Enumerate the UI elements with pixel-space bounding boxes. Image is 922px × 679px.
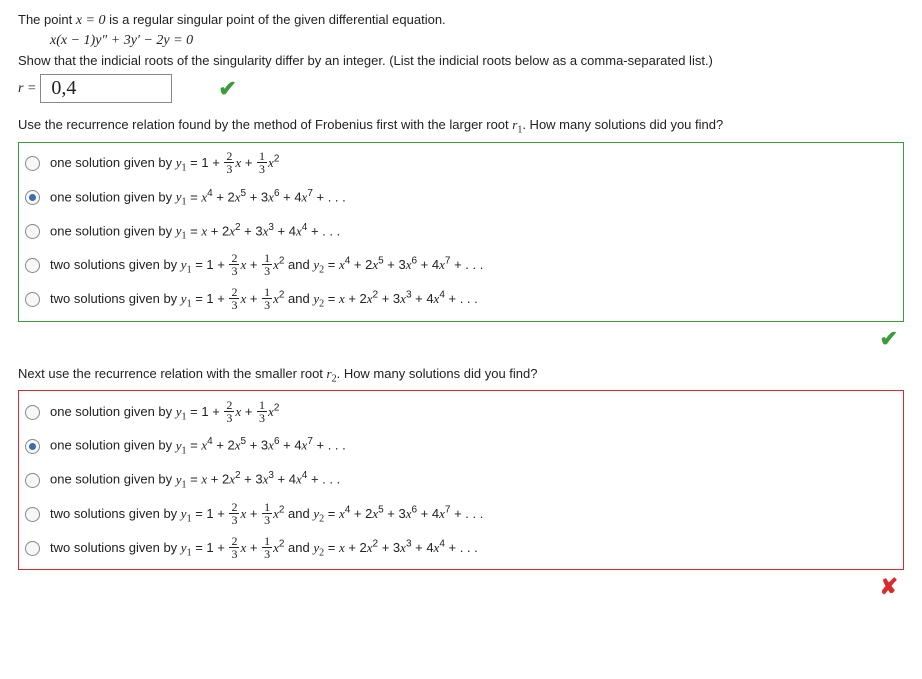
radio-button[interactable] [25,292,40,307]
check-icon: ✔ [218,76,236,102]
indicial-instruction: Show that the indicial roots of the sing… [18,53,904,68]
q1-prompt: Use the recurrence relation found by the… [18,117,904,136]
q1-option[interactable]: two solutions given by y1 = 1 + 23x + 13… [25,249,897,283]
problem-statement-line1: The point x = 0 is a regular singular po… [18,12,904,29]
radio-button[interactable] [25,258,40,273]
radio-button[interactable] [25,541,40,556]
q1-option[interactable]: one solution given by y1 = 1 + 23x + 13x… [25,147,897,181]
text: is a regular singular point of the given… [109,12,446,27]
option-text: one solution given by y1 = x4 + 2x5 + 3x… [50,436,346,456]
q2-prompt: Next use the recurrence relation with th… [18,366,904,385]
math-x-eq-0: x = 0 [76,13,106,28]
option-text: one solution given by y1 = x + 2x2 + 3x3… [50,470,340,490]
q1-result: ✔ [18,326,904,352]
option-text: one solution given by y1 = x4 + 2x5 + 3x… [50,188,346,208]
r-equals-label: r = [18,81,36,97]
radio-button[interactable] [25,190,40,205]
ode-equation: x(x − 1)y″ + 3y′ − 2y = 0 [50,33,904,49]
radio-button[interactable] [25,156,40,171]
radio-button[interactable] [25,507,40,522]
radio-button[interactable] [25,473,40,488]
q2-option[interactable]: two solutions given by y1 = 1 + 23x + 13… [25,531,897,565]
option-text: two solutions given by y1 = 1 + 23x + 13… [50,502,483,527]
q2-option[interactable]: one solution given by y1 = x + 2x2 + 3x3… [25,463,897,497]
radio-button[interactable] [25,439,40,454]
q1-option[interactable]: one solution given by y1 = x4 + 2x5 + 3x… [25,181,897,215]
q2-option-group: one solution given by y1 = 1 + 23x + 13x… [18,390,904,570]
option-text: two solutions given by y1 = 1 + 23x + 13… [50,253,483,278]
q1-option[interactable]: two solutions given by y1 = 1 + 23x + 13… [25,283,897,317]
option-text: one solution given by y1 = 1 + 23x + 13x… [50,151,279,176]
q2-result: ✘ [18,574,904,600]
cross-icon: ✘ [880,574,898,599]
check-icon: ✔ [880,326,898,351]
indicial-answer-row: r = 0,4 ✔ [18,74,904,103]
option-text: one solution given by y1 = 1 + 23x + 13x… [50,400,279,425]
radio-button[interactable] [25,224,40,239]
q2-option[interactable]: one solution given by y1 = 1 + 23x + 13x… [25,395,897,429]
q2-option[interactable]: two solutions given by y1 = 1 + 23x + 13… [25,497,897,531]
option-text: one solution given by y1 = x + 2x2 + 3x3… [50,222,340,242]
radio-button[interactable] [25,405,40,420]
text: The point [18,12,76,27]
q2-option[interactable]: one solution given by y1 = x4 + 2x5 + 3x… [25,429,897,463]
indicial-roots-input[interactable]: 0,4 [40,74,172,103]
option-text: two solutions given by y1 = 1 + 23x + 13… [50,287,478,312]
q1-option[interactable]: one solution given by y1 = x + 2x2 + 3x3… [25,215,897,249]
option-text: two solutions given by y1 = 1 + 23x + 13… [50,536,478,561]
q1-option-group: one solution given by y1 = 1 + 23x + 13x… [18,142,904,322]
